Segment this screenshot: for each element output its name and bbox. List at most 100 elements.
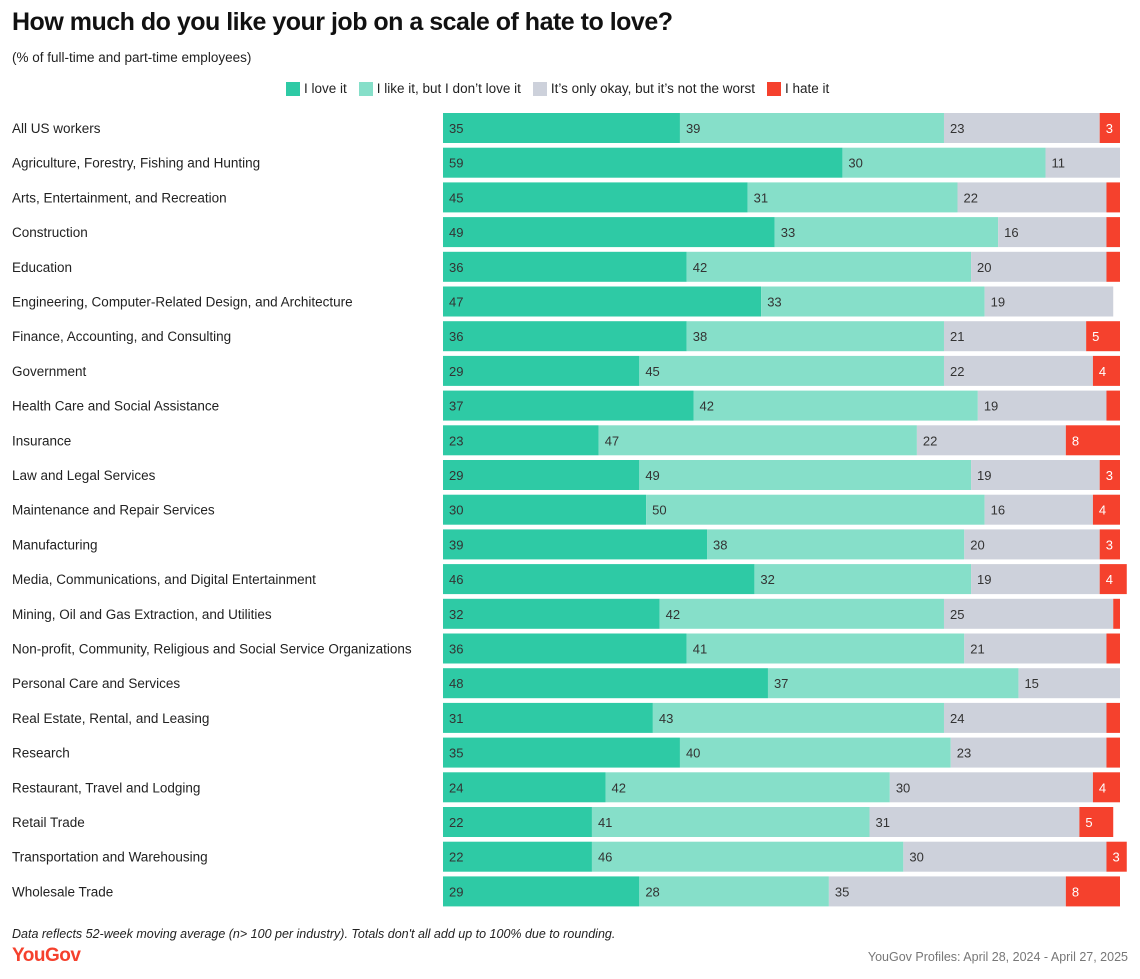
bar-segment [639,460,972,490]
bar-segment [1099,113,1120,143]
data-label: 4 [1099,780,1106,795]
category-label: Finance, Accounting, and Consulting [12,329,231,344]
bar-segment [977,390,1107,421]
bar-segment [443,876,640,907]
bar-segment [443,251,687,282]
category-label: Media, Communications, and Digital Enter… [12,572,316,587]
bar-segment [443,737,680,768]
category-label: Manufacturing [12,537,98,552]
data-label: 37 [774,676,788,691]
bar-segment [443,460,640,490]
data-label: 30 [896,780,910,795]
category-label: Wholesale Trade [12,884,113,899]
bar-segment [774,217,999,248]
category-label: Government [12,364,87,379]
bar-segment [1092,355,1120,386]
bar-segment [828,876,1066,907]
data-label: 21 [950,329,964,344]
bar-segment [1065,425,1120,456]
source-note: YouGov Profiles: April 28, 2024 - April … [867,950,1128,964]
category-label: Transportation and Warehousing [12,850,208,865]
bar-segment [443,425,599,456]
category-label: Mining, Oil and Gas Extraction, and Util… [12,607,272,622]
data-label: 33 [781,225,795,240]
data-label: 24 [950,711,964,726]
bar-segment [1106,217,1120,248]
data-label: 59 [449,156,463,171]
bar-segment [957,182,1107,213]
data-label: 19 [984,399,998,414]
bar-segment [686,321,944,352]
yougov-logo: YouGov [12,945,81,966]
legend-label: I hate it [784,81,830,96]
bar-segment [1099,460,1120,490]
bar-segment [443,355,640,386]
bar-segment [842,147,1046,178]
data-label: 19 [991,295,1005,310]
bar-segment [971,564,1100,595]
bar-segment [693,390,978,421]
data-label: 39 [449,537,463,552]
bar-segment [943,113,1100,143]
bar-segment [747,182,958,213]
data-label: 30 [848,156,862,171]
legend-item-like: I like it, but I don’t love it [358,81,521,96]
bar-segment [1099,564,1127,595]
bar-segment [767,668,1019,699]
data-label: 46 [449,572,463,587]
bar-segment [443,182,748,213]
bar-segment [998,217,1107,248]
legend-swatch [532,81,547,96]
data-label: 41 [598,815,612,830]
bar-segment [1106,390,1120,421]
data-label: 36 [449,642,463,657]
legend-label: It’s only okay, but it’s not the worst [550,81,755,96]
data-label: 42 [666,607,680,622]
category-label: Real Estate, Rental, and Leasing [12,711,209,726]
footnote: Data reflects 52-week moving average (n>… [12,927,616,941]
data-label: 3 [1112,850,1119,865]
data-label: 42 [699,399,713,414]
data-label: 30 [449,503,463,518]
bar-segment [971,460,1100,490]
bar-segment [686,633,965,664]
category-label: Engineering, Computer-Related Design, an… [12,295,353,310]
bar-segment [443,390,694,421]
data-label: 29 [449,884,463,899]
bar-segment [903,841,1107,872]
category-label: All US workers [12,121,101,136]
data-label: 31 [449,711,463,726]
bar-segment [443,113,680,143]
data-label: 11 [1052,156,1066,171]
bar-segment [943,702,1107,733]
bar-segment [646,494,985,525]
data-label: 31 [876,815,890,830]
bar-segment [639,876,829,907]
bar-segment [686,251,972,282]
bar-segment [943,321,1087,352]
bar-segment [984,494,1093,525]
bar-segment [1106,251,1120,282]
data-label: 33 [767,295,781,310]
data-label: 47 [449,295,463,310]
data-label: 32 [760,572,774,587]
bar-segment [1099,529,1120,560]
legend-swatch [766,81,781,96]
category-label: Arts, Entertainment, and Recreation [12,190,227,205]
data-label: 42 [693,260,707,275]
data-label: 3 [1106,468,1113,483]
bar-segment [869,807,1080,837]
bar-segment [652,702,944,733]
bar-segment [916,425,1066,456]
category-label: Agriculture, Forestry, Fishing and Hunti… [12,156,260,171]
bar-segment [943,355,1093,386]
data-label: 32 [449,607,463,622]
data-label: 8 [1072,884,1079,899]
data-label: 15 [1024,676,1038,691]
data-label: 23 [449,433,463,448]
data-label: 28 [645,884,659,899]
bar-segment [591,807,870,837]
bar-segment [1018,668,1120,699]
bar-segment [1113,598,1120,629]
legend-swatch [358,81,373,96]
